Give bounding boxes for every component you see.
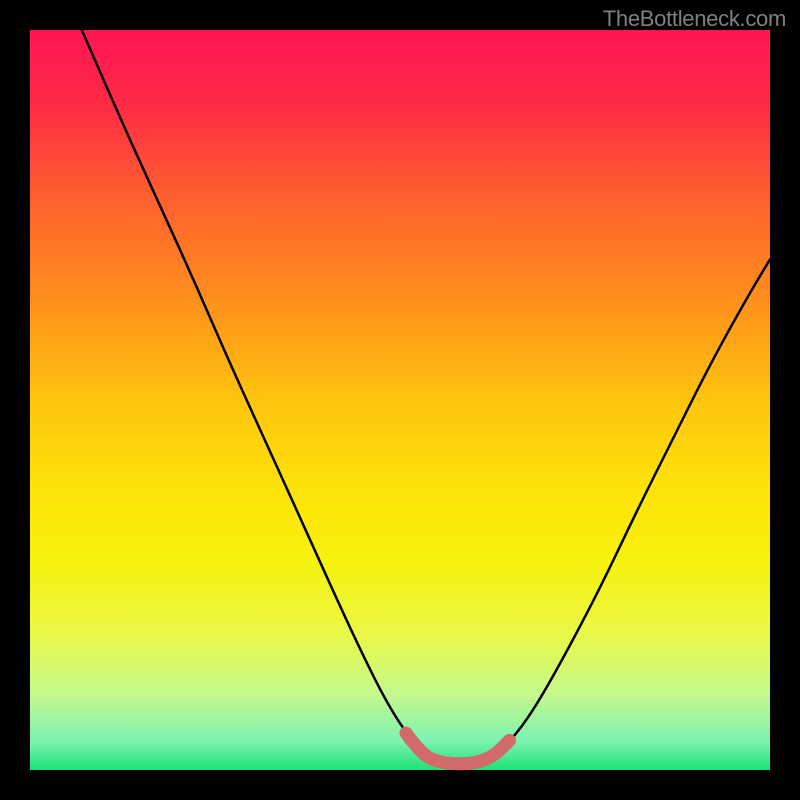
chart-svg — [0, 0, 800, 800]
bottleneck-chart: TheBottleneck.com — [0, 0, 800, 800]
watermark-label: TheBottleneck.com — [603, 6, 786, 32]
plot-background — [30, 30, 770, 770]
